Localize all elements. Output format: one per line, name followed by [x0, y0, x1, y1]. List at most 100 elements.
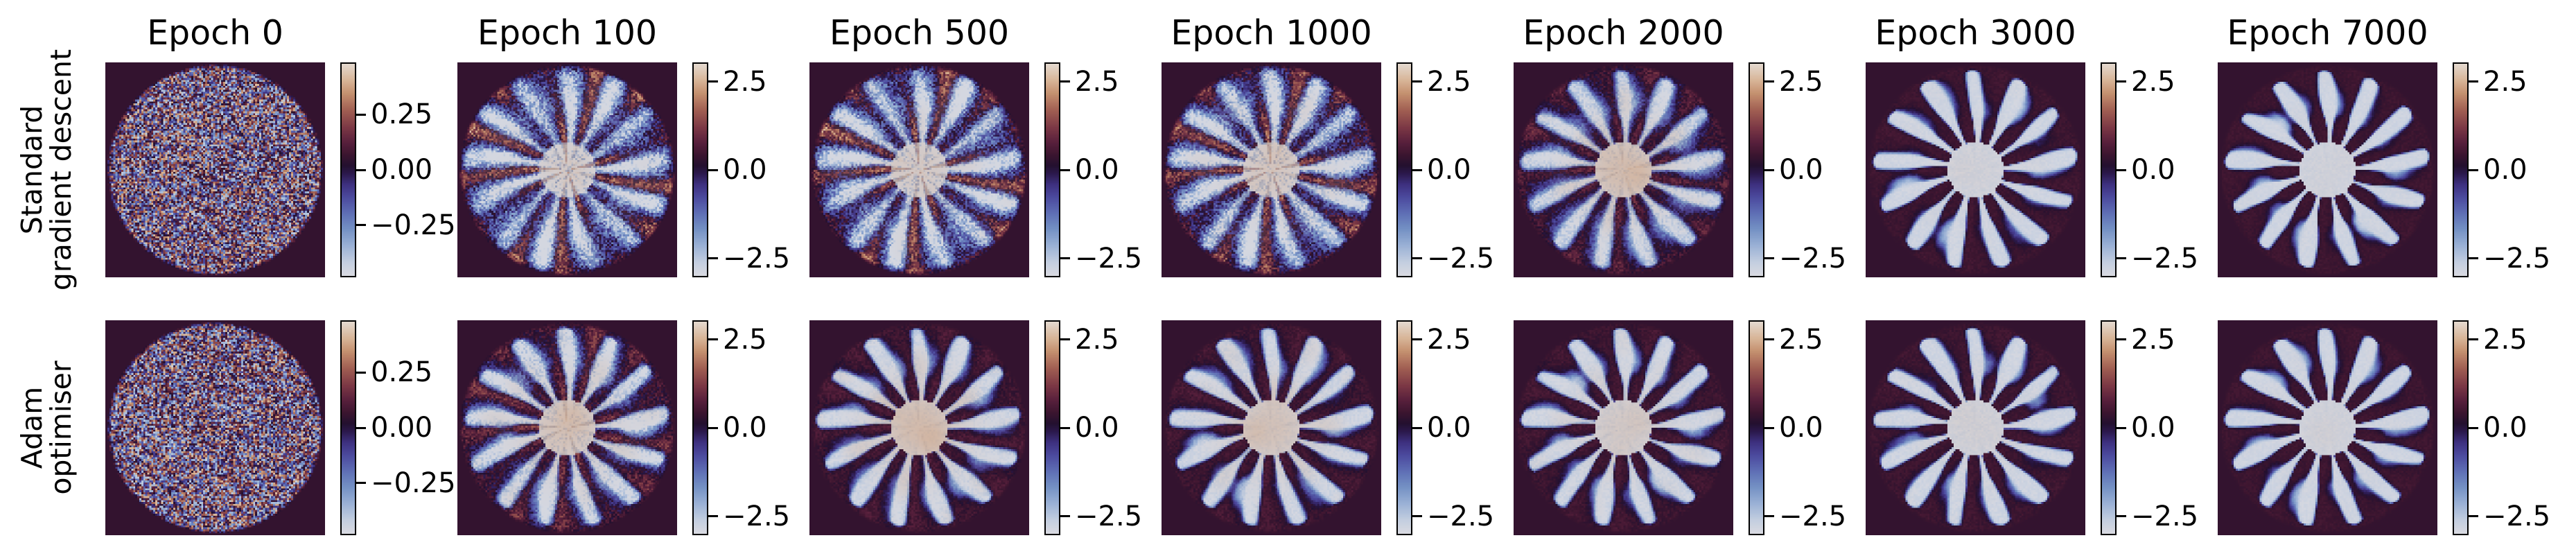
colorbar: 2.5 0.0 −2.5 — [1749, 320, 1873, 538]
heatmap-image — [1866, 320, 2085, 535]
heatmap-panel-r0-c6: 2.5 0.0 −2.5 — [2218, 62, 2576, 280]
colorbar-tick-label: −2.5 — [1427, 242, 1495, 275]
colorbar-tick-mark — [708, 338, 718, 340]
colorbar-tick-mark — [1060, 426, 1070, 429]
colorbar: 2.5 0.0 −2.5 — [1044, 62, 1169, 280]
colorbar-tick-mark — [356, 168, 366, 171]
heatmap-panel-r0-c2: 2.5 0.0 −2.5 — [809, 62, 1170, 280]
colorbar-tick-label: 0.0 — [723, 154, 767, 186]
colorbar-tick-mark — [1764, 168, 1774, 171]
colorbar-tick-mark — [2117, 338, 2126, 340]
colorbar: 2.5 0.0 −2.5 — [692, 62, 817, 280]
colorbar-tick-label: 2.5 — [723, 323, 767, 356]
colorbar-tick-mark — [1412, 257, 1422, 259]
colorbar-gradient — [2101, 62, 2117, 277]
colorbar-tick-mark — [1764, 426, 1774, 429]
colorbar-tick-label: 0.0 — [723, 412, 767, 444]
colorbar-tick-mark — [2469, 80, 2478, 82]
colorbar-tick-label: −2.5 — [1075, 500, 1143, 532]
colorbar: 2.5 0.0 −2.5 — [1396, 320, 1521, 538]
colorbar-tick-mark — [1764, 257, 1774, 259]
colorbar-tick-label: 2.5 — [2131, 323, 2175, 356]
colorbar-tick-label: 0.0 — [1779, 154, 1823, 186]
colorbar-tick-label: −2.5 — [723, 500, 791, 532]
colorbar-tick-label: 0.0 — [2131, 412, 2175, 444]
colorbar-gradient — [1749, 62, 1764, 277]
colorbar-tick-label: −2.5 — [2483, 242, 2551, 275]
colorbar-tick-label: 0.25 — [371, 98, 433, 131]
colorbar-tick-mark — [1060, 515, 1070, 517]
colorbar-tick-label: 2.5 — [1075, 323, 1119, 356]
colorbar-gradient — [1396, 320, 1412, 535]
heatmap-panel-r1-c2: 2.5 0.0 −2.5 — [809, 320, 1170, 538]
colorbar-tick-mark — [2469, 515, 2478, 517]
heatmap-panel-r1-c5: 2.5 0.0 −2.5 — [1866, 320, 2226, 538]
colorbar-tick-label: −0.25 — [371, 467, 456, 499]
colorbar-tick-label: 0.0 — [1075, 154, 1119, 186]
colorbar-tick-label: 2.5 — [723, 65, 767, 98]
colorbar-tick-label: −2.5 — [2131, 242, 2199, 275]
colorbar-tick-label: 2.5 — [1779, 65, 1823, 98]
colorbar-tick-label: −2.5 — [1075, 242, 1143, 275]
colorbar-gradient — [1396, 62, 1412, 277]
colorbar-tick-label: 2.5 — [1427, 65, 1471, 98]
colorbar-tick-mark — [2469, 257, 2478, 259]
heatmap-image — [105, 62, 325, 277]
heatmap-image — [1162, 320, 1381, 535]
colorbar-tick-mark — [1764, 80, 1774, 82]
colorbar-tick-mark — [708, 168, 718, 171]
colorbar-tick-mark — [708, 426, 718, 429]
colorbar-tick-mark — [356, 482, 366, 485]
heatmap-panel-r1-c0: 0.25 0.00 −0.25 — [105, 320, 466, 538]
panel-title: Epoch 1000 — [1171, 13, 1372, 53]
colorbar-tick-label: −2.5 — [1779, 500, 1847, 532]
colorbar-gradient — [340, 320, 356, 535]
colorbar-tick-mark — [1764, 515, 1774, 517]
row-label-adam-optimiser: Adam optimiser — [15, 360, 78, 495]
colorbar-tick-mark — [2117, 80, 2126, 82]
colorbar: 2.5 0.0 −2.5 — [1396, 62, 1521, 280]
colorbar-tick-mark — [2117, 515, 2126, 517]
colorbar-tick-mark — [708, 257, 718, 259]
colorbar-gradient — [2101, 320, 2117, 535]
panel-title: Epoch 7000 — [2227, 13, 2428, 53]
panel-title: Epoch 0 — [147, 13, 283, 53]
heatmap-image — [1162, 62, 1381, 277]
panel-title: Epoch 500 — [829, 13, 1010, 53]
heatmap-panel-r1-c4: 2.5 0.0 −2.5 — [1514, 320, 1874, 538]
colorbar-tick-mark — [1412, 168, 1422, 171]
colorbar: 2.5 0.0 −2.5 — [2453, 62, 2576, 280]
colorbar-tick-mark — [708, 80, 718, 82]
heatmap-panel-r1-c6: 2.5 0.0 −2.5 — [2218, 320, 2576, 538]
colorbar-tick-label: −2.5 — [723, 242, 791, 275]
colorbar-gradient — [2453, 62, 2469, 277]
colorbar: 0.25 0.00 −0.25 — [340, 320, 465, 538]
heatmap-image — [2218, 320, 2437, 535]
heatmap-image — [809, 320, 1029, 535]
colorbar-gradient — [692, 320, 708, 535]
colorbar-tick-mark — [1412, 515, 1422, 517]
colorbar-tick-label: 0.00 — [371, 412, 433, 444]
colorbar-tick-label: 0.0 — [2483, 412, 2527, 444]
colorbar-tick-label: −2.5 — [2131, 500, 2199, 532]
colorbar-tick-label: 0.0 — [1779, 412, 1823, 444]
colorbar-tick-mark — [2469, 338, 2478, 340]
colorbar-tick-label: 0.0 — [1075, 412, 1119, 444]
colorbar-tick-mark — [356, 371, 366, 374]
heatmap-image — [457, 320, 677, 535]
colorbar-tick-label: 2.5 — [2483, 65, 2527, 98]
colorbar: 0.25 0.00 −0.25 — [340, 62, 465, 280]
heatmap-panel-r1-c1: 2.5 0.0 −2.5 — [457, 320, 818, 538]
colorbar-tick-label: 0.0 — [2483, 154, 2527, 186]
colorbar-tick-mark — [2117, 168, 2126, 171]
colorbar-tick-label: −0.25 — [371, 209, 456, 241]
colorbar-tick-mark — [1060, 168, 1070, 171]
colorbar-tick-mark — [1412, 426, 1422, 429]
colorbar-tick-mark — [1412, 80, 1422, 82]
colorbar-tick-mark — [2117, 426, 2126, 429]
colorbar-tick-label: −2.5 — [1779, 242, 1847, 275]
colorbar-tick-label: −2.5 — [1427, 500, 1495, 532]
colorbar-tick-mark — [1764, 338, 1774, 340]
heatmap-panel-r0-c4: 2.5 0.0 −2.5 — [1514, 62, 1874, 280]
colorbar-tick-mark — [1060, 338, 1070, 340]
